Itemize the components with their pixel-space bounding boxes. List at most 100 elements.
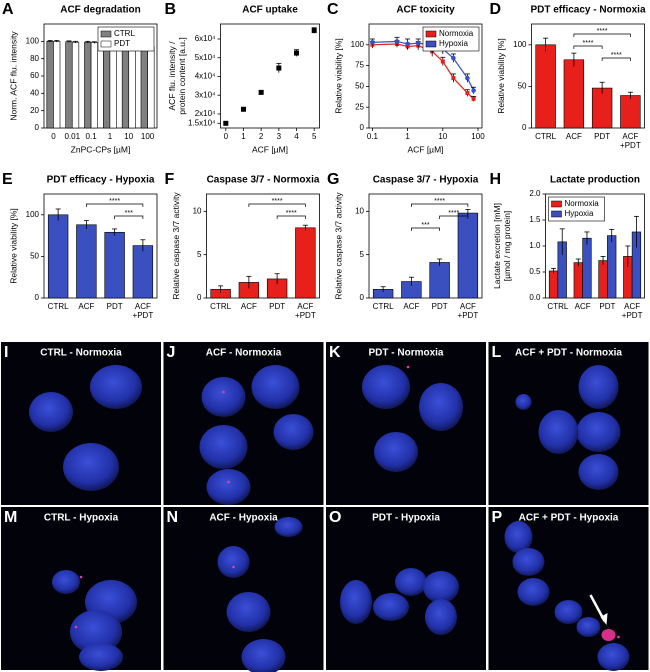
nucleus [504,521,533,553]
point [451,76,456,81]
bar [109,43,117,129]
bar [598,260,608,299]
legend-label: Hypoxia [439,39,468,48]
x-tick-label: ACF [78,302,94,311]
plot-frame [531,23,645,129]
panel-letter: B [165,1,177,18]
y-tick-label: 1.0 [529,241,541,250]
x-tick-label: 100 [471,132,485,141]
plot-frame [368,193,483,299]
image-title: ACF - Normoxia [206,348,282,359]
y-tick-label: 4x10⁴ [195,72,216,81]
nucleus [423,571,459,603]
image-title: ACF + PDT - Hypoxia [519,513,619,524]
bar [128,44,136,129]
micrograph: P ACF + PDT - Hypoxia [488,507,649,671]
y-tick-label: 50 [518,82,527,91]
y-tick-label: 0 [522,123,527,132]
micrograph: I CTRL - Normoxia [1,342,161,505]
nucleus [517,578,550,606]
point [276,65,282,71]
nucleus [199,425,248,469]
x-tick-label: 2 [259,132,264,141]
bar [582,237,592,299]
y-axis-label: Relative viability [%] [8,208,18,284]
nucleus [340,580,372,624]
point [370,40,375,45]
legend-swatch [100,40,112,48]
significance-label: *** [125,210,133,217]
x-tick-label: 0.1 [367,132,379,141]
y-tick-label: 80 [30,54,39,63]
significance-bracket [86,203,144,207]
bar [71,41,80,129]
y-tick-label: 0 [360,293,365,302]
x-tick-label: CTRL [535,132,556,141]
image-letter: P [492,509,503,526]
nucleus [515,394,532,410]
point [471,96,476,101]
significance-label: **** [272,198,283,205]
significance-bracket [411,227,440,231]
significance-bracket [573,33,631,37]
micrograph: O PDT - Hypoxia [326,507,486,670]
image-letter: M [4,509,17,526]
image-letter: K [329,344,341,361]
bar [46,41,54,129]
x-tick-label: 0.01 [64,132,80,141]
image-title: CTRL - Normoxia [40,348,122,359]
image-title: PDT - Hypoxia [372,513,440,524]
x-tick-label: 0 [224,132,229,141]
y-tick-label: 5x10⁴ [195,53,216,62]
x-tick-label: 1 [241,132,246,141]
y-tick-label: 0 [360,123,365,132]
bar [53,41,61,129]
nucleus [362,365,410,409]
x-tick-label: PDT [594,132,610,141]
y-tick-label: 5 [360,250,365,259]
bar [548,270,559,299]
y-tick-label: 75 [355,61,364,70]
x-tick-label: 1 [108,132,113,141]
image-title: PDT - Normoxia [368,348,443,359]
image-letter: N [167,509,179,526]
y-axis-label: Relative viability [%] [333,38,343,114]
x-tick-label: CTRL [48,302,69,311]
panel-letter: G [327,171,339,188]
y-tick-label: 40 [30,88,39,97]
image-title: ACF + PDT - Normoxia [515,348,622,359]
panel-letter: H [490,171,502,188]
bar [429,262,450,299]
y-tick-label: 0.5 [529,267,541,276]
x-tick-label: ACF [566,132,582,141]
x-tick-label: 4 [294,132,299,141]
significance-bracket [573,45,603,49]
nucleus [576,412,621,452]
bar [121,43,130,129]
image-letter: L [492,344,502,361]
nucleus [425,599,457,635]
significance-label: **** [434,198,445,205]
x-tick-label: CTRL [210,302,231,311]
x-tick-label: ACF +PDT [622,302,643,320]
micrograph: L ACF + PDT - Normoxia [488,342,649,505]
nucleus [226,592,271,632]
y-tick-label: 0 [35,293,40,302]
bar [140,44,148,129]
x-axis-label: ACF [µM] [252,144,288,154]
nucleus [554,600,583,624]
fluorescent-spot [74,625,78,629]
x-tick-label: ACF +PDT [295,302,316,320]
legend-swatch [425,40,437,48]
image-title: ACF - Hypoxia [209,513,278,524]
arrow-head [600,613,608,625]
micrograph: N ACF - Hypoxia [163,507,324,672]
significance-label: **** [448,210,459,217]
significance-bracket [601,57,631,61]
image-title: CTRL - Hypoxia [44,513,119,524]
panel-letter: F [165,171,175,188]
bar [132,245,154,299]
nucleus [241,639,286,672]
legend-swatch [551,200,562,208]
